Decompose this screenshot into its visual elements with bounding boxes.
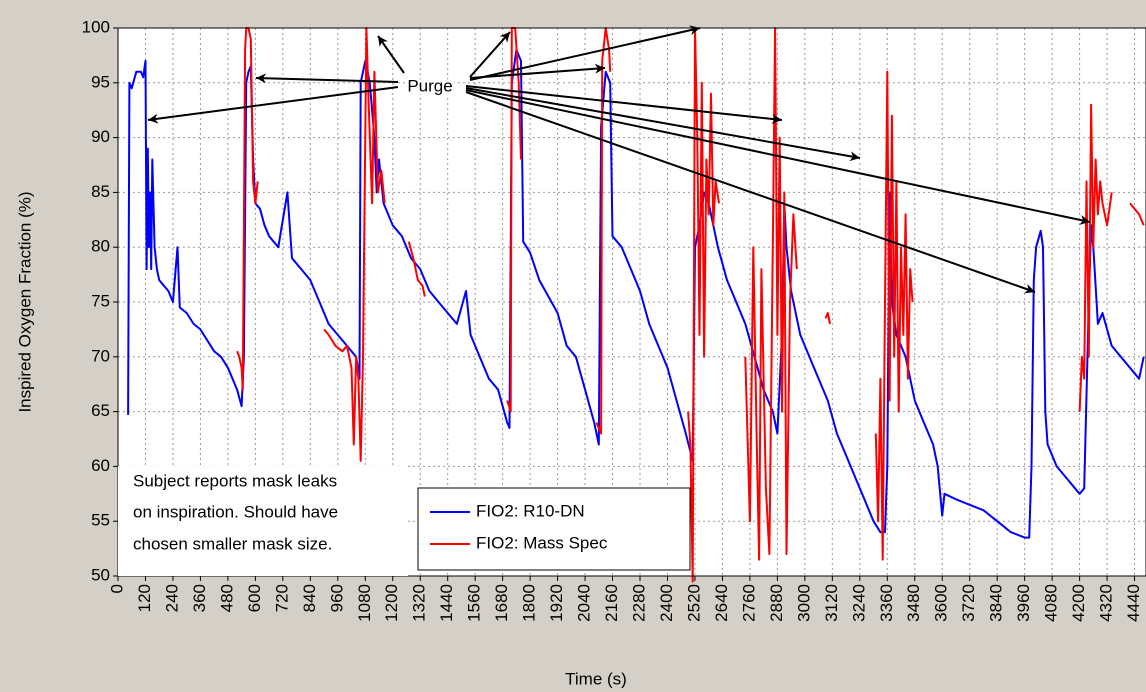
legend: FIO2: R10-DN FIO2: Mass Spec	[417, 487, 691, 571]
x-tick-label: 4080	[1042, 584, 1061, 622]
legend-label: FIO2: R10-DN	[476, 501, 585, 520]
note-line: Subject reports mask leaks	[133, 471, 337, 490]
y-tick-label: 90	[91, 127, 110, 146]
x-tick-label: 4200	[1069, 584, 1088, 622]
x-tick-label: 840	[300, 584, 319, 612]
y-tick-label: 95	[91, 72, 110, 91]
x-tick-label: 1440	[437, 584, 456, 622]
x-tick-label: 2520	[684, 584, 703, 622]
x-tick-label: 960	[327, 584, 346, 612]
x-tick-label: 2400	[657, 584, 676, 622]
y-tick-label: 60	[91, 456, 110, 475]
x-tick-label: 600	[245, 584, 264, 612]
x-tick-label: 3600	[932, 584, 951, 622]
legend-label: FIO2: Mass Spec	[476, 533, 608, 552]
y-tick-label: 100	[82, 17, 110, 36]
legend-box	[417, 487, 691, 571]
x-tick-label: 3000	[794, 584, 813, 622]
x-tick-label: 2160	[602, 584, 621, 622]
ticks: 50 55 60 65 70 75 80 85 90 95 100 0 120 240 360 480 600 7…	[82, 17, 1143, 621]
x-tick-label: 1680	[492, 584, 511, 622]
x-tick-label: 3240	[849, 584, 868, 622]
x-tick-label: 2640	[712, 584, 731, 622]
x-tick-label: 3360	[877, 584, 896, 622]
x-tick-label: 4320	[1097, 584, 1116, 622]
x-tick-label: 0	[107, 584, 126, 593]
y-tick-label: 80	[91, 237, 110, 256]
x-tick-label: 240	[162, 584, 181, 612]
x-tick-label: 720	[272, 584, 291, 612]
x-tick-label: 3480	[904, 584, 923, 622]
x-tick-label: 1200	[382, 584, 401, 622]
y-tick-label: 75	[91, 291, 110, 310]
x-tick-label: 2040	[575, 584, 594, 622]
note-line: on inspiration. Should have	[133, 502, 338, 521]
purge-annotation: Purge	[407, 76, 452, 95]
x-tick-label: 480	[217, 584, 236, 612]
x-tick-label: 1920	[547, 584, 566, 622]
x-tick-label: 1800	[520, 584, 539, 622]
x-tick-label: 2280	[629, 584, 648, 622]
note-box	[118, 466, 408, 576]
x-tick-label: 3120	[822, 584, 841, 622]
x-tick-label: 3960	[1014, 584, 1033, 622]
y-tick-label: 85	[91, 182, 110, 201]
x-tick-label: 2880	[767, 584, 786, 622]
x-tick-label: 4440	[1124, 584, 1143, 622]
y-tick-label: 65	[91, 401, 110, 420]
x-tick-label: 2760	[739, 584, 758, 622]
note-line: chosen smaller mask size.	[133, 534, 332, 553]
x-tick-label: 1320	[410, 584, 429, 622]
x-tick-label: 1080	[355, 584, 374, 622]
series-line	[127, 48, 1145, 539]
x-axis-title: Time (s)	[565, 669, 627, 688]
y-tick-label: 70	[91, 346, 110, 365]
x-tick-label: 3840	[987, 584, 1006, 622]
purge-arrows	[147, 25, 1091, 294]
x-tick-label: 360	[190, 584, 209, 612]
y-tick-label: 55	[91, 511, 110, 530]
y-axis-title: Inspired Oxygen Fraction (%)	[15, 191, 34, 412]
x-tick-label: 3720	[959, 584, 978, 622]
x-tick-label: 120	[135, 584, 154, 612]
y-tick-label: 50	[91, 565, 110, 584]
x-tick-label: 1560	[465, 584, 484, 622]
